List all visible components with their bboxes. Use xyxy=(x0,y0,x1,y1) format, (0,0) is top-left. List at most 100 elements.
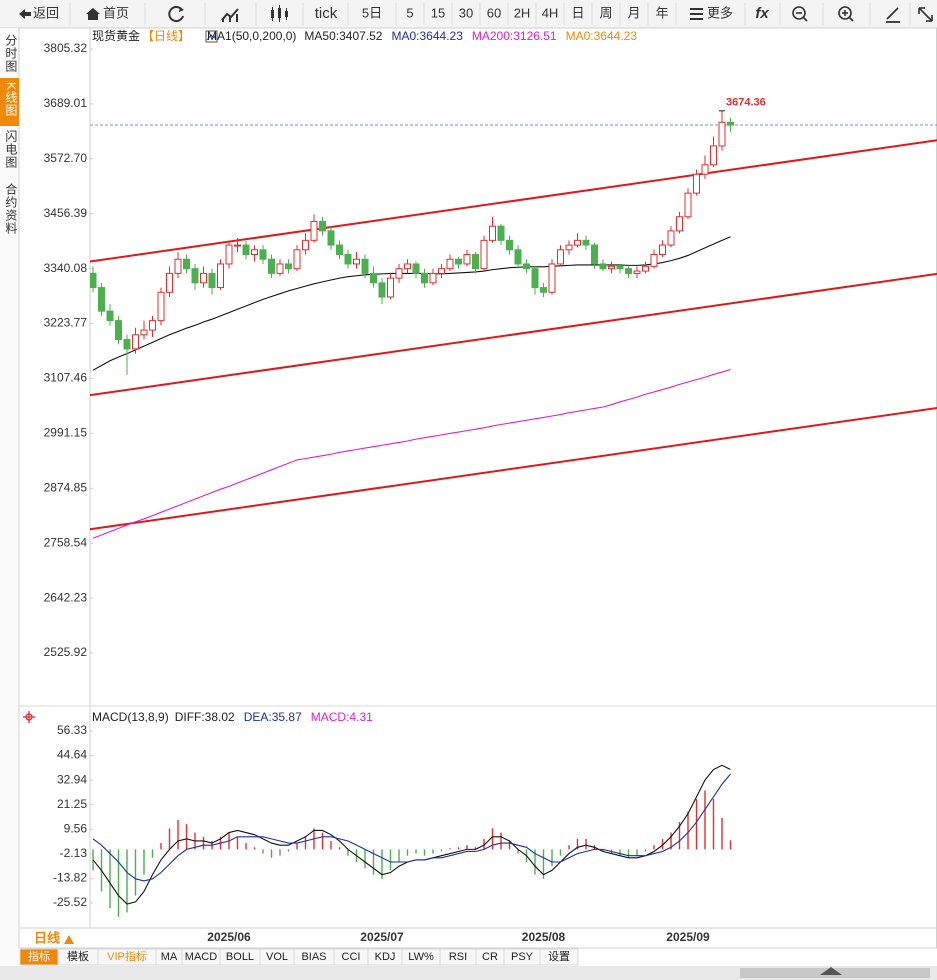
period-button[interactable]: 月 xyxy=(627,5,640,20)
sidebar-tab[interactable]: 合约资料 xyxy=(4,182,18,235)
candle-body xyxy=(344,254,352,265)
candle-body xyxy=(497,225,505,241)
sidebar-tab[interactable]: K线图 xyxy=(4,82,18,117)
tab[interactable]: LW% xyxy=(408,951,434,963)
tab[interactable]: VIP指标 xyxy=(107,949,147,963)
period-button[interactable]: 2H xyxy=(514,5,531,20)
candle-body xyxy=(642,265,649,272)
tab[interactable]: 设置 xyxy=(548,950,570,963)
candle-body xyxy=(200,272,207,284)
tab[interactable]: CR xyxy=(482,951,498,963)
tick-button[interactable]: tick xyxy=(315,5,338,22)
tab[interactable]: 模板 xyxy=(67,949,89,963)
period-button[interactable]: 年 xyxy=(655,5,668,20)
legend-item: MACD:4.31 xyxy=(311,710,373,724)
refresh-icon[interactable] xyxy=(168,6,184,23)
candle-body xyxy=(599,263,607,270)
candle-body xyxy=(327,230,335,246)
candle-body xyxy=(387,277,394,298)
candle-body xyxy=(582,239,590,246)
candle-body xyxy=(608,265,615,270)
more-button[interactable]: 更多 xyxy=(707,5,733,20)
zoom-out-icon[interactable] xyxy=(792,6,808,22)
tab[interactable]: CCI xyxy=(342,951,361,963)
candle-body xyxy=(548,263,556,293)
legend-item: DEA:35.87 xyxy=(244,710,302,724)
candle-body xyxy=(191,268,199,284)
tab[interactable]: KDJ xyxy=(375,951,396,963)
period-button[interactable]: 15 xyxy=(431,5,445,20)
indicator-line xyxy=(92,764,731,905)
legend-item: MA50:3407.52 xyxy=(304,29,382,43)
candle-body xyxy=(701,164,709,175)
back-icon[interactable] xyxy=(19,9,31,19)
sidebar-tab[interactable]: 分时图 xyxy=(4,34,18,73)
period-button[interactable]: 4H xyxy=(542,5,559,20)
candle-body xyxy=(616,265,624,270)
candle-body xyxy=(174,258,182,274)
high-label: 3674.36 xyxy=(726,97,766,109)
back-button[interactable]: 返回 xyxy=(33,5,59,20)
candle-icon[interactable] xyxy=(271,5,288,22)
indicator-line xyxy=(92,773,731,882)
scroll-arrow[interactable] xyxy=(820,967,842,975)
period-button[interactable]: 60 xyxy=(487,5,501,20)
candle-body xyxy=(319,220,326,232)
tab[interactable]: 指标 xyxy=(28,949,50,963)
sidebar xyxy=(0,28,19,980)
candle-body xyxy=(684,192,692,218)
tab[interactable]: MA xyxy=(161,951,178,963)
draw-icon[interactable] xyxy=(886,7,900,23)
candle-body xyxy=(540,287,547,293)
candle-body xyxy=(565,244,573,251)
period-selector[interactable]: 日线 xyxy=(34,930,60,945)
candle-body xyxy=(633,270,641,274)
y-tick-label: 3223.77 xyxy=(44,316,88,330)
tab[interactable]: RSI xyxy=(449,951,467,963)
candle-body xyxy=(132,334,139,350)
period-button[interactable]: 5日 xyxy=(362,5,382,20)
legend-item: DIFF:38.02 xyxy=(175,710,235,724)
chart-title: 现货黄金 xyxy=(92,28,140,43)
y-tick-label: 3456.39 xyxy=(44,206,88,220)
y-tick-label: 3689.01 xyxy=(44,96,88,110)
tab[interactable]: MACD xyxy=(185,951,217,963)
candle-body xyxy=(183,258,190,270)
period-button[interactable]: 30 xyxy=(459,5,473,20)
y-tick-label: -2.13 xyxy=(60,846,88,860)
tab[interactable]: PSY xyxy=(511,951,534,963)
candle-body xyxy=(412,263,420,274)
chart-period: 【日线】 xyxy=(142,29,190,43)
home-icon[interactable] xyxy=(86,8,100,20)
legend-item: MA200:3126.51 xyxy=(472,29,557,43)
period-button[interactable]: 5 xyxy=(406,5,413,20)
period-arrow[interactable] xyxy=(64,935,74,944)
tab[interactable]: BIAS xyxy=(301,951,326,963)
candle-body xyxy=(157,291,165,322)
candle-body xyxy=(574,239,581,246)
chart-type-icon[interactable] xyxy=(221,8,239,22)
zoom-in-icon[interactable] xyxy=(838,6,854,22)
candle-body xyxy=(285,263,292,270)
expand-icon[interactable] xyxy=(918,7,933,22)
toolbar xyxy=(0,0,937,28)
tab[interactable]: BOLL xyxy=(226,951,254,963)
home-button[interactable]: 首页 xyxy=(103,5,129,20)
candle-body xyxy=(438,268,445,274)
scrollbar[interactable] xyxy=(0,966,937,980)
candle-body xyxy=(149,320,156,331)
indicator-icon[interactable] xyxy=(23,711,35,723)
candle-body xyxy=(557,249,564,265)
y-tick-label: 2642.23 xyxy=(44,590,88,604)
period-button[interactable]: 周 xyxy=(599,5,612,20)
more-icon[interactable] xyxy=(690,8,703,20)
y-tick-label: 3107.46 xyxy=(44,371,88,385)
formula-button[interactable]: fx xyxy=(755,5,769,22)
sidebar-tab[interactable]: 闪电图 xyxy=(4,130,18,169)
candle-body xyxy=(693,173,700,194)
trend-line xyxy=(90,406,937,531)
candle-body xyxy=(90,272,97,289)
tab[interactable]: VOL xyxy=(266,951,288,963)
period-button[interactable]: 日 xyxy=(571,5,584,20)
indicator-label: MA1(50,0,200,0) xyxy=(207,29,296,43)
